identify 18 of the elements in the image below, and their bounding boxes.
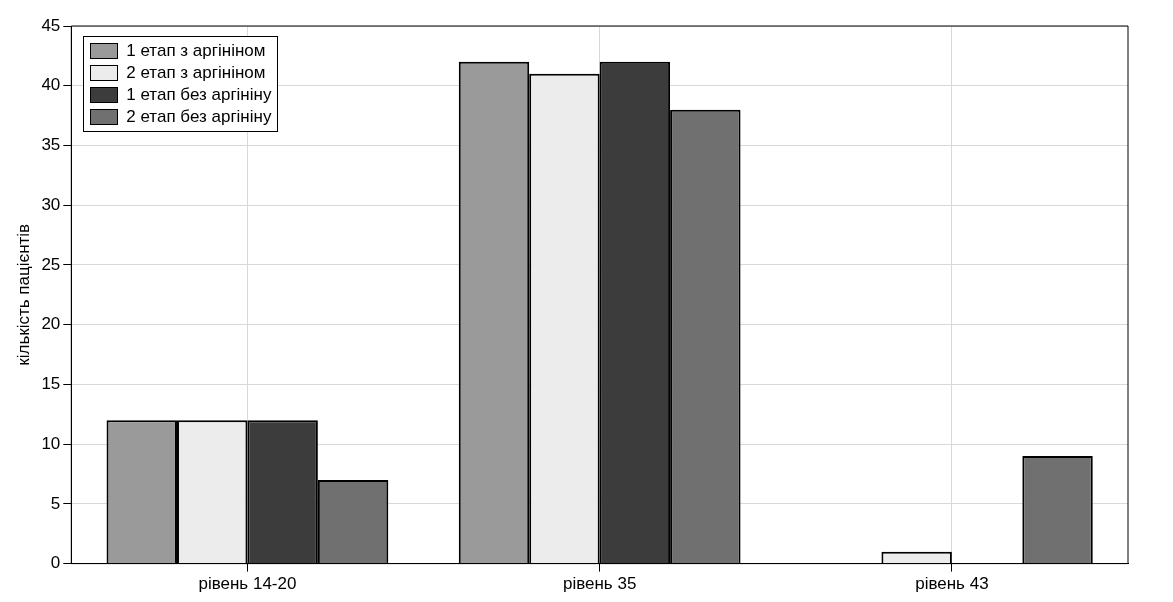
y-tick-label: 40: [41, 75, 61, 95]
y-tick-label: 15: [41, 374, 61, 394]
y-tick-label: 20: [41, 314, 61, 334]
x-tick-label: рівень 43: [915, 574, 989, 594]
legend-label: 2 етап без аргініну: [125, 106, 272, 128]
legend-label: 1 етап без аргініну: [125, 84, 272, 106]
x-tick-label: рівень 14-20: [198, 574, 297, 594]
y-tick-label: 25: [41, 254, 61, 274]
x-tick-label: рівень 35: [562, 574, 637, 594]
y-tick-label: 0: [50, 553, 61, 573]
y-tick-label: 45: [41, 15, 61, 35]
y-tick-label: 35: [41, 135, 61, 155]
y-tick-label: 30: [41, 194, 61, 214]
y-tick-label: 5: [50, 493, 61, 513]
legend-label: 2 етап з аргініном: [125, 62, 267, 84]
y-tick-label: 10: [41, 433, 61, 453]
legend-label: 1 етап з аргініном: [125, 40, 267, 62]
y-axis-title: кількість пацієнтів: [13, 223, 33, 366]
